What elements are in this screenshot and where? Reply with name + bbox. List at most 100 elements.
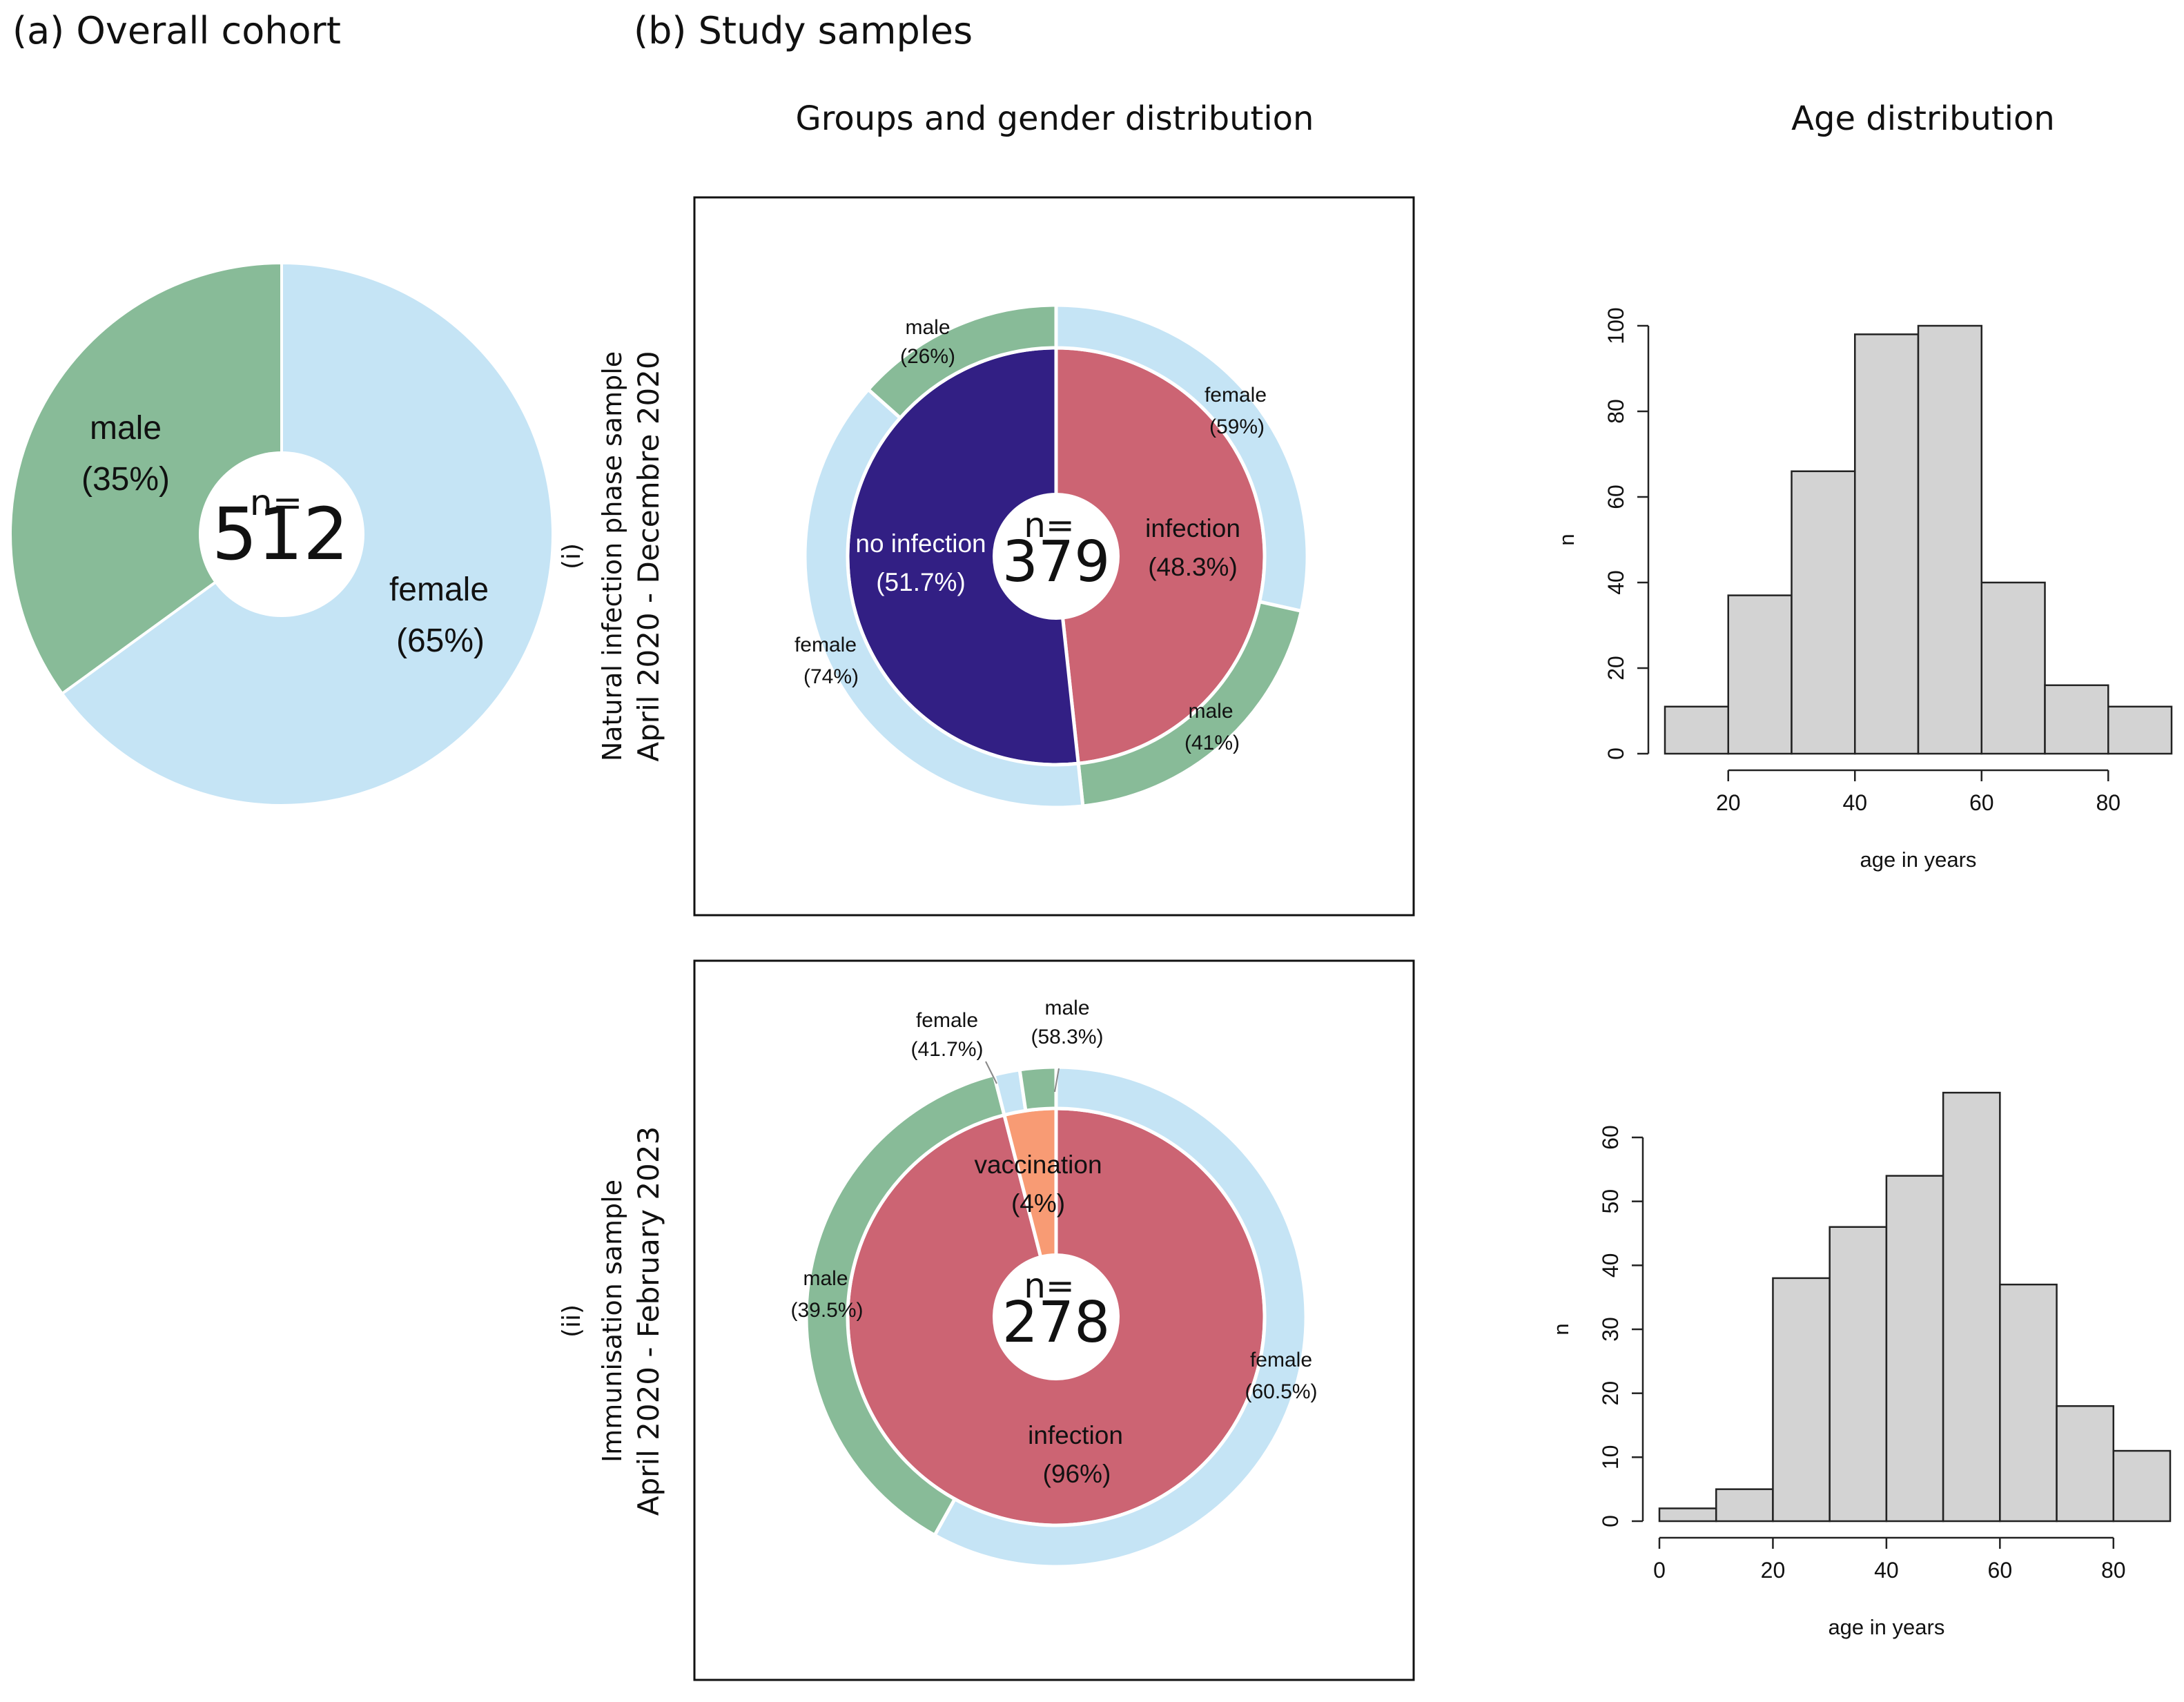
y-tick-label: 20 [1598, 1381, 1623, 1406]
y-tick-label: 10 [1598, 1445, 1623, 1470]
row-i-name-group: Natural infection phase sample [597, 351, 627, 761]
natural-infection-age-histogram: 20 40 60 80 age in years 0 20 40 60 80 100 n [1554, 307, 2173, 872]
label-no-infection-female: female [794, 634, 857, 656]
center-hole [993, 493, 1120, 620]
y-tick-label: 40 [1603, 570, 1628, 595]
natural-infection-row-label: (i) [558, 543, 586, 569]
pct-infection-female: (60.5%) [1245, 1380, 1317, 1403]
label-male: male [90, 410, 162, 447]
x-tick-label: 80 [2101, 1558, 2126, 1583]
pct-vaccination-male: (58.3%) [1031, 1026, 1103, 1048]
x-axis-label: age in years [1828, 1615, 1944, 1639]
immunisation-pie: n=278 infection (96%) vaccination (4%) female… [790, 997, 1318, 1569]
center-n: 278 [1002, 1290, 1111, 1356]
row-i-period-group: April 2020 - Decembre 2020 [632, 351, 665, 761]
y-tick-label: 80 [1603, 399, 1628, 424]
bar [1999, 1283, 2058, 1523]
row-ii-period: April 2020 - February 2023 [632, 1126, 665, 1516]
label-vaccination-male: male [1044, 997, 1089, 1019]
row-ii-name-group: Immunisation sample [597, 1180, 627, 1463]
pct-female: (65%) [396, 623, 485, 659]
label-vaccination-female: female [916, 1009, 978, 1032]
natural-infection-pie: n=379 infection (48.3%) no infection (51.7%)… [794, 303, 1309, 810]
x-tick-label: 40 [1842, 790, 1867, 815]
bar [1854, 333, 1920, 755]
x-tick-label: 0 [1653, 1558, 1666, 1583]
pct-infection: (48.3%) [1148, 553, 1238, 581]
y-tick-label: 0 [1603, 747, 1628, 760]
overall-pie: n=512 male (35%) female (65%) [9, 261, 554, 807]
x-tick-label: 60 [1969, 790, 1994, 815]
pct-infection-female: (59%) [1209, 415, 1265, 438]
outer-slice-vaccination-male [1017, 1065, 1058, 1113]
y-tick-label: 100 [1603, 307, 1628, 344]
row-ii-tag: (ii) [558, 1304, 586, 1338]
bar [1664, 705, 1729, 755]
y-tick-label: 60 [1598, 1125, 1623, 1150]
pct-vaccination-female: (41.7%) [910, 1038, 983, 1061]
x-tick-label: 60 [1988, 1558, 2013, 1583]
panel-a-heading: (a) Overall cohort [12, 9, 341, 52]
label-infection: infection [1028, 1421, 1123, 1449]
bar [1980, 581, 2046, 755]
pct-vaccination: (4%) [1011, 1189, 1065, 1217]
bar [2044, 684, 2109, 755]
panel-b-heading: (b) Study samples [634, 9, 973, 52]
bar [1791, 470, 1856, 755]
center-hole [199, 451, 364, 617]
bar [1829, 1226, 1888, 1523]
x-axis-label: age in years [1860, 848, 1977, 872]
pct-infection-male: (39.5%) [790, 1299, 863, 1322]
row-ii-name: Immunisation sample [597, 1180, 627, 1463]
label-female: female [389, 571, 489, 608]
slice-male [9, 261, 283, 696]
label-infection: infection [1145, 514, 1240, 542]
row-i-tag: (i) [558, 543, 586, 569]
label-infection-male: male [1188, 700, 1233, 723]
center-n: 379 [1002, 529, 1111, 595]
y-tick-label: 50 [1598, 1189, 1623, 1214]
bar [1658, 1507, 1717, 1523]
bar [2056, 1405, 2115, 1523]
x-tick-label: 80 [2096, 790, 2120, 815]
x-tick-label: 20 [1761, 1558, 1786, 1583]
groups-heading: Groups and gender distribution [796, 99, 1314, 138]
y-tick-label: 60 [1603, 485, 1628, 509]
pct-infection-male: (41%) [1184, 732, 1240, 754]
x-tick-label: 20 [1716, 790, 1741, 815]
leader-vaccination-female [985, 1061, 997, 1084]
x-tick-label: 40 [1874, 1558, 1899, 1583]
center-label: n= [250, 482, 303, 524]
leader-vaccination-male [1054, 1068, 1060, 1093]
outer-slice-no-infection-male [866, 303, 1058, 420]
bar [1917, 324, 1982, 755]
bar [1727, 594, 1793, 755]
label-vaccination: vaccination [974, 1151, 1102, 1179]
bar [2112, 1449, 2172, 1523]
y-tick-label: 40 [1598, 1253, 1623, 1278]
pct-no-infection-female: (74%) [803, 665, 859, 688]
pct-male: (35%) [81, 461, 170, 498]
immunisation-age-histogram: 0 20 40 60 80 age in years 0 10 20 30 40 50 60 n [1549, 1091, 2172, 1639]
center-n: 512 [212, 492, 349, 576]
pct-no-infection: (51.7%) [876, 568, 966, 596]
center-label: n= [1024, 505, 1075, 545]
label-infection-female: female [1250, 1349, 1312, 1371]
y-tick-label: 20 [1603, 656, 1628, 681]
pct-infection: (96%) [1043, 1460, 1111, 1488]
label-no-infection-male: male [905, 316, 950, 339]
y-tick-label: 0 [1598, 1515, 1623, 1527]
row-ii-tag-group: (ii) [558, 1304, 586, 1338]
immunisation-frame [693, 959, 1415, 1681]
outer-slice-infection-male [804, 1073, 1006, 1538]
label-no-infection: no infection [855, 529, 986, 558]
outer-slice-infection-female [932, 1065, 1308, 1569]
y-axis-label: n [1554, 534, 1579, 545]
bar [1715, 1488, 1774, 1523]
y-axis-label: n [1549, 1323, 1573, 1335]
bar [1772, 1277, 1831, 1523]
row-ii-period-group: April 2020 - February 2023 [632, 1126, 665, 1516]
pct-no-infection-male: (26%) [900, 345, 955, 368]
label-infection-female: female [1205, 384, 1267, 407]
